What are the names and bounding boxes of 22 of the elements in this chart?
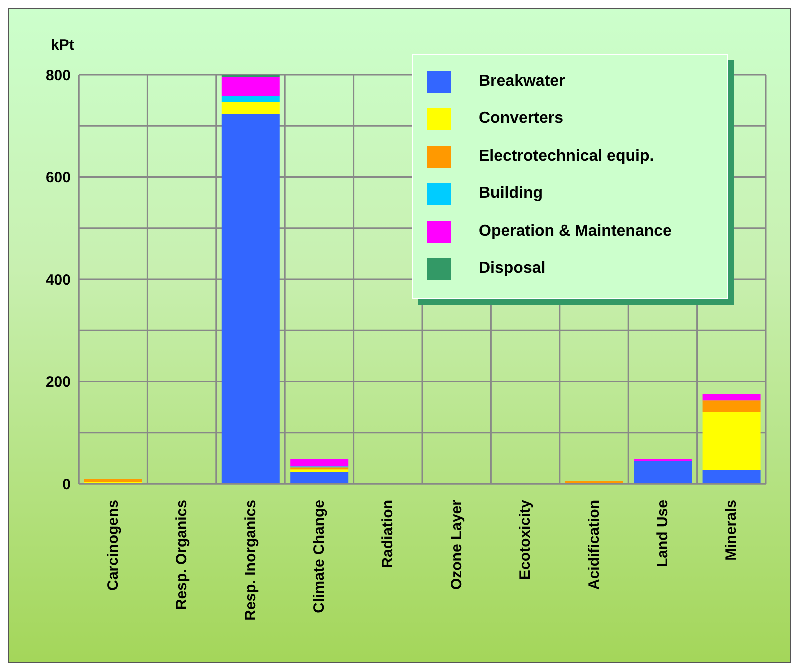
x-tick-label: Radiation [380, 500, 397, 568]
y-tick-label: 600 [46, 170, 71, 187]
x-tick-label: Ozone Layer [448, 500, 466, 590]
x-tick-label: Acidification [586, 500, 603, 590]
x-tick-label: Minerals [723, 500, 740, 561]
y-tick-label: 0 [62, 476, 71, 494]
y-tick-label: 400 [46, 272, 71, 289]
x-tick-label: Carcinogens [104, 500, 122, 591]
x-tick-label: Resp. Inorganics [242, 500, 260, 621]
legend-label: Disposal [479, 260, 546, 278]
legend-label: Breakwater [479, 72, 566, 91]
legend-label: Building [479, 185, 543, 204]
y-axis-title: kPt [51, 37, 74, 54]
legend-label: Electrotechnical equip. [479, 148, 654, 166]
y-tick-label: 200 [46, 374, 71, 392]
x-tick-label: Resp. Organics [174, 500, 191, 610]
y-tick-label: 800 [46, 67, 71, 84]
x-tick-label: Climate Change [310, 500, 328, 614]
legend-label: Converters [479, 110, 564, 128]
x-tick-label: Ecotoxicity [517, 499, 534, 580]
x-tick-label: Land Use [654, 500, 672, 568]
legend-label: Operation & Maintenance [479, 222, 672, 241]
